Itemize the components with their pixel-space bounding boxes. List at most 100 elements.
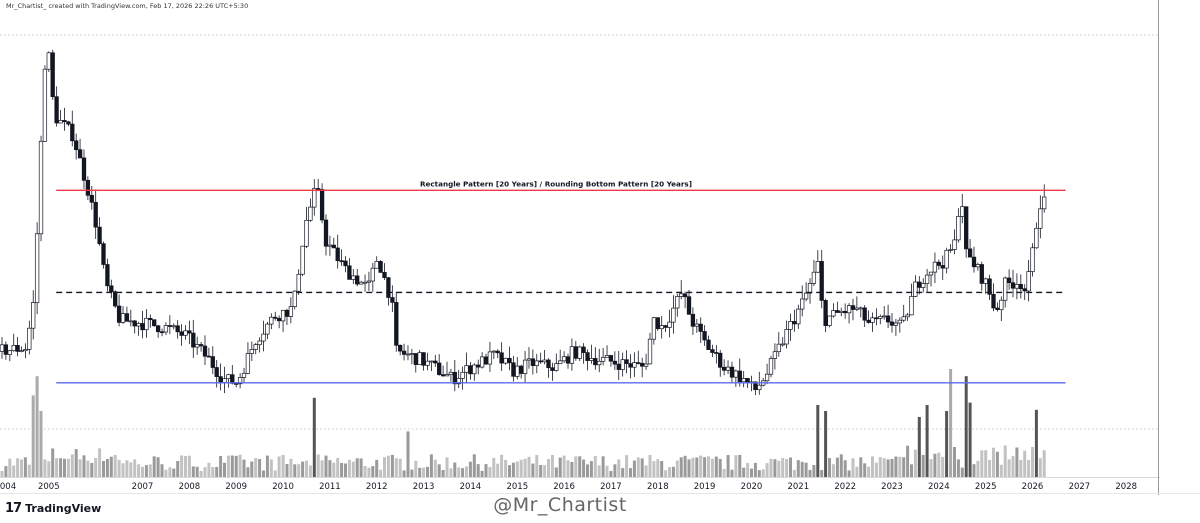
volume-bar bbox=[78, 459, 82, 477]
candle-bullish bbox=[312, 188, 317, 208]
volume-bar bbox=[609, 471, 613, 477]
watermark-text: @Mr_Chartist bbox=[493, 494, 627, 516]
candle-bearish bbox=[530, 358, 536, 366]
candle-bullish bbox=[620, 359, 625, 370]
candle-bullish bbox=[460, 371, 465, 379]
volume-bar bbox=[691, 457, 695, 477]
volume-bar bbox=[679, 457, 683, 477]
volume-bar bbox=[773, 459, 777, 477]
volume-bar bbox=[90, 462, 94, 477]
candle-bullish bbox=[807, 283, 813, 294]
candle-bearish bbox=[343, 260, 348, 267]
volume-bar bbox=[328, 460, 332, 477]
volume-bar bbox=[265, 455, 269, 477]
volume-bar bbox=[882, 458, 886, 477]
candle-bullish bbox=[409, 353, 415, 355]
candle-bearish bbox=[640, 362, 645, 367]
volume-bar bbox=[683, 455, 687, 477]
candle-bullish bbox=[788, 321, 793, 330]
candle-bullish bbox=[327, 244, 333, 247]
volume-bar bbox=[74, 449, 78, 477]
volume-bar bbox=[433, 459, 437, 477]
volume-bar bbox=[550, 455, 554, 477]
candle-bullish bbox=[296, 273, 301, 292]
candle-bearish bbox=[413, 353, 418, 365]
candle-bearish bbox=[394, 302, 399, 346]
candle-bearish bbox=[663, 325, 668, 328]
volume-bar bbox=[12, 465, 16, 477]
volume-bar bbox=[187, 455, 191, 477]
volume-bar bbox=[461, 468, 465, 477]
volume-bar bbox=[492, 457, 496, 477]
candle-bullish bbox=[31, 302, 36, 329]
candle-bullish bbox=[374, 261, 379, 269]
candle-bearish bbox=[273, 316, 278, 319]
candle-bearish bbox=[624, 359, 629, 364]
candle-bearish bbox=[191, 332, 196, 348]
volume-bar bbox=[320, 460, 324, 477]
candle-bullish bbox=[351, 275, 356, 280]
volume-bar bbox=[945, 411, 949, 477]
volume-bar bbox=[94, 458, 98, 477]
candle-bearish bbox=[54, 96, 59, 124]
candle-bearish bbox=[97, 226, 102, 245]
candle-bearish bbox=[1006, 277, 1012, 284]
volume-bar bbox=[839, 454, 843, 477]
volume-bar bbox=[367, 467, 371, 477]
volume-bar bbox=[35, 376, 39, 477]
candle-bullish bbox=[815, 261, 820, 273]
candle-bullish bbox=[19, 350, 24, 352]
volume-bar bbox=[144, 465, 148, 477]
volume-bar bbox=[995, 451, 999, 477]
volume-bar bbox=[226, 455, 230, 477]
volume-bar bbox=[792, 469, 796, 477]
volume-bar bbox=[238, 454, 242, 477]
volume-bar bbox=[707, 456, 710, 477]
x-tick-label: 2021 bbox=[787, 482, 809, 492]
volume-bar bbox=[789, 457, 792, 477]
candle-bullish bbox=[928, 271, 934, 276]
candle-bearish bbox=[140, 323, 145, 331]
volume-bar bbox=[968, 402, 972, 477]
candle-bullish bbox=[679, 293, 684, 297]
volume-bar bbox=[215, 467, 219, 477]
volume-bar bbox=[742, 467, 746, 477]
volume-bar bbox=[1023, 450, 1027, 477]
tradingview-logo[interactable]: 17 TradingView bbox=[5, 501, 101, 516]
candle-bullish bbox=[632, 362, 637, 368]
volume-bar bbox=[285, 464, 289, 477]
candle-bullish bbox=[671, 307, 676, 323]
candle-bullish bbox=[1038, 208, 1043, 229]
x-tick-label: 2008 bbox=[179, 482, 201, 492]
volume-bar bbox=[695, 457, 699, 477]
volume-bar bbox=[1027, 460, 1031, 477]
volume-bar bbox=[70, 454, 74, 477]
volume-bar bbox=[234, 455, 238, 477]
candle-bearish bbox=[511, 362, 516, 377]
volume-bar bbox=[176, 461, 180, 477]
candle-bearish bbox=[835, 310, 840, 313]
volume-bar bbox=[359, 458, 363, 477]
candle-bullish bbox=[195, 344, 200, 348]
candle-bearish bbox=[682, 293, 688, 298]
volume-bar bbox=[63, 458, 66, 477]
candle-bearish bbox=[93, 201, 98, 228]
volume-bar bbox=[258, 459, 262, 477]
volume-bar bbox=[835, 457, 839, 477]
x-tick-label: 2016 bbox=[553, 482, 575, 492]
volume-bar bbox=[605, 465, 609, 477]
volume-bar bbox=[769, 458, 773, 477]
candle-bearish bbox=[889, 321, 895, 326]
volume-bar bbox=[851, 458, 855, 477]
volume-bar bbox=[730, 469, 734, 477]
x-tick-label: 2012 bbox=[366, 482, 388, 492]
volume-bar bbox=[156, 457, 160, 477]
volume-bar bbox=[406, 431, 410, 477]
volume-bar bbox=[531, 463, 535, 477]
candle-bullish bbox=[764, 373, 770, 382]
volume-bar bbox=[129, 462, 133, 477]
candle-bearish bbox=[331, 244, 336, 249]
volume-bar bbox=[468, 461, 472, 477]
candle-bearish bbox=[964, 206, 969, 250]
